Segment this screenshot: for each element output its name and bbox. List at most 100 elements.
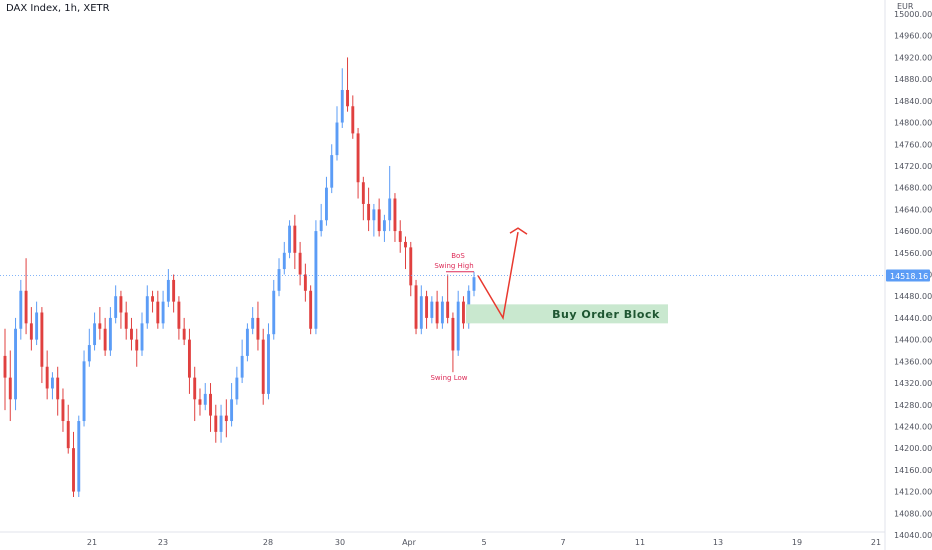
- bos-label: BoS: [451, 252, 465, 260]
- candle-body: [451, 317, 455, 351]
- candle-body: [472, 277, 476, 291]
- candle-body: [388, 198, 392, 221]
- candle-body: [24, 290, 28, 324]
- candle-body: [235, 377, 239, 400]
- price-tick-label: 14640.00: [894, 205, 932, 214]
- candle-body: [272, 290, 276, 335]
- candle-body: [209, 393, 212, 416]
- candle-body: [425, 296, 429, 318]
- buy-order-block-zone: [466, 304, 668, 324]
- price-tick-label: 14760.00: [894, 140, 932, 149]
- candle-body: [19, 290, 23, 329]
- candle-body: [440, 301, 444, 324]
- last-price-badge: [886, 269, 930, 282]
- time-tick-label: 21: [871, 538, 881, 547]
- candle-body: [340, 89, 344, 123]
- price-tick-label: 14360.00: [894, 357, 932, 366]
- projection-arrowhead: [509, 227, 528, 235]
- candle-body: [240, 355, 244, 378]
- candle-body: [14, 328, 17, 400]
- candle-body: [372, 209, 376, 221]
- candle-body: [256, 317, 260, 340]
- candle-body: [414, 285, 418, 329]
- time-tick-label: 23: [158, 538, 168, 547]
- candle-body: [198, 399, 202, 405]
- candle-body: [161, 301, 165, 324]
- candle-body: [50, 377, 54, 389]
- candle-body: [309, 290, 313, 329]
- currency-label: EUR: [897, 2, 914, 11]
- swing-low-label: Swing Low: [430, 374, 467, 382]
- candle-body: [293, 225, 297, 253]
- price-tick-label: 14080.00: [894, 509, 932, 518]
- time-tick-label: 30: [335, 538, 345, 547]
- price-tick-label: 14280.00: [894, 401, 932, 410]
- price-tick-label: 14600.00: [894, 227, 932, 236]
- candle-body: [145, 296, 149, 324]
- candle-body: [288, 225, 292, 253]
- price-tick-label: 14560.00: [894, 249, 932, 258]
- candle-body: [135, 339, 139, 351]
- candle-body: [108, 317, 112, 351]
- price-tick-label: 14840.00: [894, 97, 932, 106]
- price-tick-label: 14320.00: [894, 379, 932, 388]
- candle-body: [151, 296, 154, 302]
- candle-body: [393, 198, 397, 232]
- candle-body: [187, 339, 191, 378]
- candle-body: [435, 301, 439, 324]
- candle-body: [87, 345, 91, 362]
- time-tick-label: Apr: [402, 538, 417, 547]
- candle-body: [430, 301, 434, 318]
- candle-body: [103, 328, 107, 351]
- candle-body: [351, 106, 355, 134]
- chart-title: DAX Index, 1h, XETR: [6, 3, 110, 14]
- candle-body: [82, 361, 86, 422]
- candle-body: [446, 301, 450, 318]
- candle-body: [409, 247, 413, 286]
- candle-body: [282, 252, 286, 270]
- candle-body: [177, 301, 181, 329]
- candle-body: [398, 231, 402, 242]
- price-tick-label: 14240.00: [894, 422, 932, 431]
- candle-body: [456, 301, 460, 351]
- price-tick-label: 14440.00: [894, 314, 932, 323]
- time-tick-label: 5: [481, 538, 486, 547]
- candle-body: [166, 279, 170, 302]
- time-tick-label: 11: [635, 538, 645, 547]
- candle-body: [29, 323, 33, 340]
- candle-body: [382, 220, 386, 232]
- candle-body: [219, 415, 223, 432]
- candle-body: [140, 323, 144, 351]
- price-tick-label: 14200.00: [894, 444, 932, 453]
- candle-body: [66, 421, 70, 449]
- candle-body: [35, 312, 39, 340]
- candle-body: [77, 421, 81, 492]
- candle-body: [156, 301, 160, 324]
- candle-body: [462, 301, 465, 324]
- candle-body: [404, 241, 407, 248]
- candle-body: [93, 323, 97, 346]
- candle-body: [124, 312, 128, 329]
- price-tick-label: 14880.00: [894, 75, 932, 84]
- price-tick-label: 14920.00: [894, 53, 932, 62]
- candle-body: [367, 203, 371, 221]
- price-tick-label: 14680.00: [894, 184, 932, 193]
- candle-body: [267, 334, 270, 394]
- price-tick-label: 14480.00: [894, 292, 932, 301]
- candle-body: [172, 279, 176, 302]
- candle-body: [298, 252, 302, 275]
- candle-body: [325, 187, 328, 221]
- candle-body: [182, 328, 186, 340]
- price-tick-label: 15000.00: [894, 10, 932, 19]
- buy-order-block-label: Buy Order Block: [552, 308, 660, 321]
- candle-body: [419, 296, 423, 329]
- price-tick-label: 14720.00: [894, 162, 932, 171]
- candle-body: [335, 122, 339, 156]
- candle-body: [377, 209, 381, 232]
- time-tick-label: 28: [263, 538, 273, 547]
- candle-body: [319, 220, 323, 232]
- candle-body: [45, 366, 49, 389]
- candle-body: [314, 231, 318, 329]
- price-tick-label: 14800.00: [894, 119, 932, 128]
